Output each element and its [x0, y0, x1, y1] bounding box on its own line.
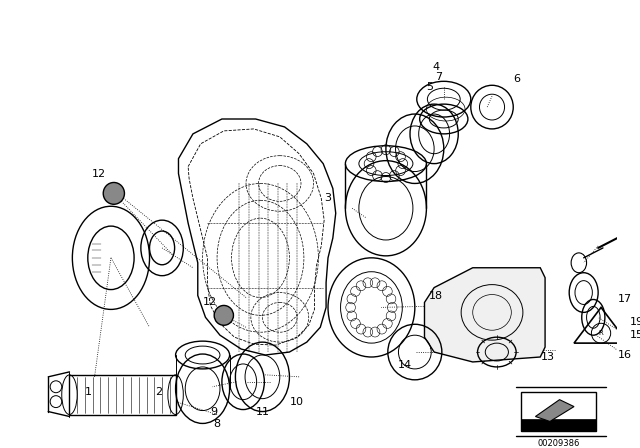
- Text: 13: 13: [541, 352, 555, 362]
- Text: 3: 3: [324, 194, 332, 203]
- Bar: [70, 375, 175, 414]
- Text: 17: 17: [618, 294, 632, 305]
- Text: 11: 11: [255, 406, 269, 417]
- Text: 5: 5: [426, 82, 433, 92]
- Text: 16: 16: [618, 350, 632, 360]
- Text: R: R: [598, 330, 604, 336]
- Text: 9: 9: [211, 406, 218, 417]
- Text: 7: 7: [435, 72, 442, 82]
- Text: 4: 4: [433, 62, 440, 73]
- Bar: [521, 419, 596, 431]
- Text: 10: 10: [290, 396, 304, 407]
- Bar: [521, 392, 596, 431]
- Polygon shape: [424, 268, 545, 362]
- Ellipse shape: [214, 306, 234, 325]
- Text: 8: 8: [214, 419, 221, 430]
- Text: 18: 18: [429, 290, 443, 301]
- Text: 2: 2: [156, 387, 163, 397]
- Text: 14: 14: [398, 360, 412, 370]
- Text: 12: 12: [92, 168, 106, 179]
- Text: 19: 19: [630, 317, 640, 327]
- Text: 12: 12: [204, 297, 218, 307]
- Text: 1: 1: [85, 387, 92, 397]
- Polygon shape: [536, 400, 574, 422]
- Ellipse shape: [103, 182, 124, 204]
- Text: 00209386: 00209386: [538, 439, 580, 448]
- Text: 6: 6: [514, 74, 520, 84]
- Text: 15: 15: [630, 330, 640, 340]
